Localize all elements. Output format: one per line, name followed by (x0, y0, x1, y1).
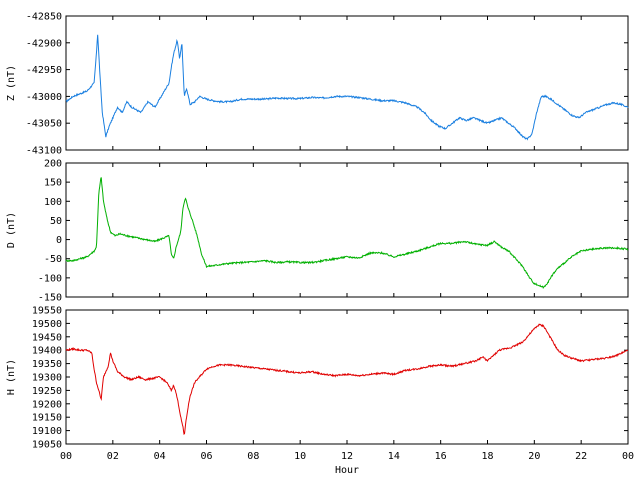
y-tick-label: 19350 (32, 359, 62, 370)
y-tick-label: 19550 (32, 306, 62, 317)
y-axis-title: H (nT) (6, 359, 17, 395)
y-tick-label: 200 (44, 159, 62, 170)
y-tick-label: 19500 (32, 319, 62, 330)
y-tick-label: -50 (44, 254, 62, 265)
x-tick-label: 00 (622, 451, 634, 462)
y-tick-label: 19150 (32, 413, 62, 424)
y-tick-label: -43050 (26, 119, 62, 130)
x-tick-label: 12 (341, 451, 353, 462)
y-tick-label: 19450 (32, 332, 62, 343)
x-tick-label: 16 (435, 451, 447, 462)
x-tick-label: 06 (200, 451, 212, 462)
y-tick-label: -43100 (26, 146, 62, 157)
y-tick-label: 150 (44, 178, 62, 189)
y-axis-title: D (nT) (6, 212, 17, 248)
series-line-3 (65, 323, 629, 436)
y-tick-label: 19300 (32, 373, 62, 384)
y-tick-label: 19050 (32, 440, 62, 451)
y-tick-label: -42850 (26, 12, 62, 23)
x-tick-label: 14 (388, 451, 400, 462)
panel-frame-1 (65, 15, 629, 151)
y-tick-label: -42900 (26, 38, 62, 49)
x-tick-label: 10 (294, 451, 306, 462)
x-tick-label: 04 (154, 451, 166, 462)
y-tick-label: 50 (50, 216, 62, 227)
y-tick-label: -150 (38, 293, 62, 304)
x-axis-title: Hour (335, 465, 359, 476)
series-line-2 (65, 177, 629, 289)
x-tick-label: 22 (575, 451, 587, 462)
y-tick-label: 19200 (32, 399, 62, 410)
series-line-1 (65, 34, 629, 141)
y-tick-label: 0 (56, 235, 62, 246)
x-tick-label: 00 (60, 451, 72, 462)
y-tick-label: 19100 (32, 426, 62, 437)
y-tick-label: -100 (38, 273, 62, 284)
y-tick-label: -42950 (26, 65, 62, 76)
y-tick-label: -43000 (26, 92, 62, 103)
x-tick-label: 08 (247, 451, 259, 462)
x-tick-label: 20 (528, 451, 540, 462)
y-tick-label: 19250 (32, 386, 62, 397)
x-tick-label: 02 (107, 451, 119, 462)
panel-frame-3 (65, 309, 629, 445)
y-tick-label: 100 (44, 197, 62, 208)
y-axis-title: Z (nT) (6, 65, 17, 101)
x-tick-label: 18 (481, 451, 493, 462)
panel-frame-2 (65, 162, 629, 298)
y-tick-label: 19400 (32, 346, 62, 357)
